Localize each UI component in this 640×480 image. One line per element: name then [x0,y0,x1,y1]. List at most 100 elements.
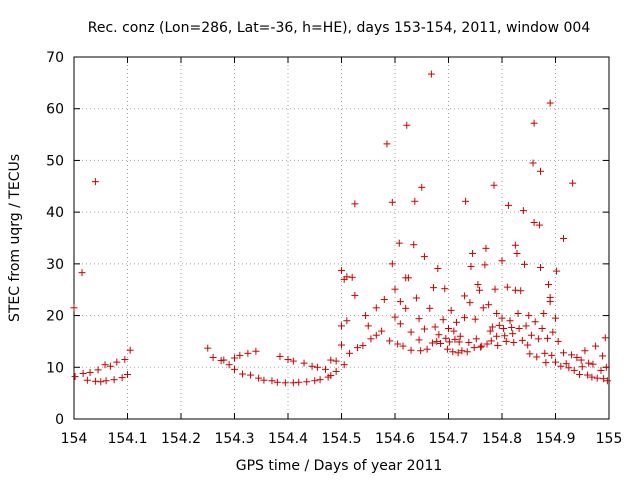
data-point [327,356,335,364]
data-point [546,293,554,301]
data-point [476,286,484,294]
data-point [442,334,450,342]
data-point [482,244,490,252]
data-point [454,349,462,357]
y-axis-label: STEC from uqrg / TECUs [7,154,23,322]
data-point [474,281,482,289]
data-point [465,338,473,346]
data-point [443,345,451,353]
data-point [268,377,276,385]
data-point [338,322,345,330]
data-point [359,342,367,350]
data-point [498,314,506,322]
data-point [415,315,423,323]
x-tick-labels: 154 154.1 154.2 154.3 154.4 154.5 154.6 154.7 15… [61,431,623,447]
data-point [553,267,561,275]
data-point [420,325,428,333]
grid-lines [74,57,609,419]
data-point [456,332,464,340]
data-point [588,373,596,381]
data-point [530,119,538,127]
data-point [289,357,297,365]
y-tick-label: 20 [46,309,64,325]
data-point [534,335,542,343]
data-point [338,341,345,349]
data-point [372,331,380,339]
data-point [244,349,252,357]
data-point [70,304,78,312]
data-point [110,376,118,384]
data-point [295,378,303,386]
data-point [458,347,466,355]
data-point [552,358,559,366]
y-tick-labels: 0 10 20 30 40 50 60 70 [46,50,64,428]
data-point [332,367,340,375]
data-point [565,364,573,372]
data-point [351,291,359,299]
data-point [434,265,442,273]
data-point [220,356,228,364]
data-point [517,287,525,295]
data-point [321,365,329,373]
data-point [446,338,454,346]
data-point [225,361,233,369]
data-point [568,351,576,359]
data-point [477,343,485,351]
data-point [427,70,435,78]
data-point [466,299,474,307]
data-point [576,371,584,379]
data-point [121,356,129,364]
data-point [483,340,491,348]
data-point [545,281,553,289]
data-point [391,285,399,293]
data-point [276,352,284,360]
data-point [530,218,538,226]
data-point [300,359,308,367]
data-point [433,337,441,345]
data-point [503,283,511,291]
data-point [231,365,238,373]
x-tick-label: 155 [596,431,623,447]
data-point [346,349,354,357]
data-point [578,363,586,371]
data-point [247,371,255,379]
data-point [415,336,423,344]
data-point [340,361,348,369]
data-point [472,335,480,343]
data-point [495,321,503,329]
data-point [487,337,495,345]
data-point [435,331,443,339]
data-point [481,261,489,269]
data-point [411,197,419,205]
y-tick-label: 30 [46,257,64,273]
data-point [500,325,508,332]
data-point [423,345,431,353]
data-point [557,362,565,370]
data-point [351,200,359,208]
data-point [603,377,611,385]
data-point [538,325,546,332]
data-point [204,344,212,352]
data-point [399,342,407,350]
data-point [362,312,370,320]
data-point [354,344,362,352]
data-point [91,178,99,186]
data-point [455,338,463,346]
x-tick-label: 154.4 [268,431,308,447]
data-point [549,328,557,336]
data-point [511,286,519,294]
data-point [209,353,217,361]
data-point [513,250,521,258]
data-point [584,371,592,379]
data-point [552,314,559,322]
data-point [289,379,297,387]
x-tick-label: 154.1 [107,431,147,447]
data-point [510,338,518,346]
data-point [599,352,607,360]
data-point [430,284,438,292]
data-point [506,317,514,325]
data-point [412,294,420,302]
y-tick-label: 50 [46,153,64,169]
data-point [560,349,568,357]
